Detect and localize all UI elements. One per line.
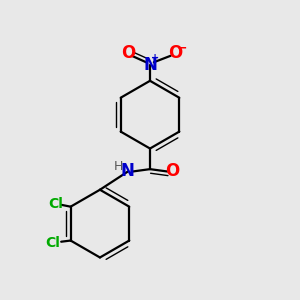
Text: O: O (165, 163, 179, 181)
Text: +: + (151, 53, 159, 63)
Text: H: H (114, 160, 123, 173)
Text: O: O (168, 44, 182, 62)
Text: −: − (177, 42, 188, 55)
Text: O: O (121, 44, 135, 62)
Text: Cl: Cl (46, 236, 60, 250)
Text: N: N (143, 56, 157, 74)
Text: N: N (121, 163, 135, 181)
Text: Cl: Cl (48, 197, 63, 211)
